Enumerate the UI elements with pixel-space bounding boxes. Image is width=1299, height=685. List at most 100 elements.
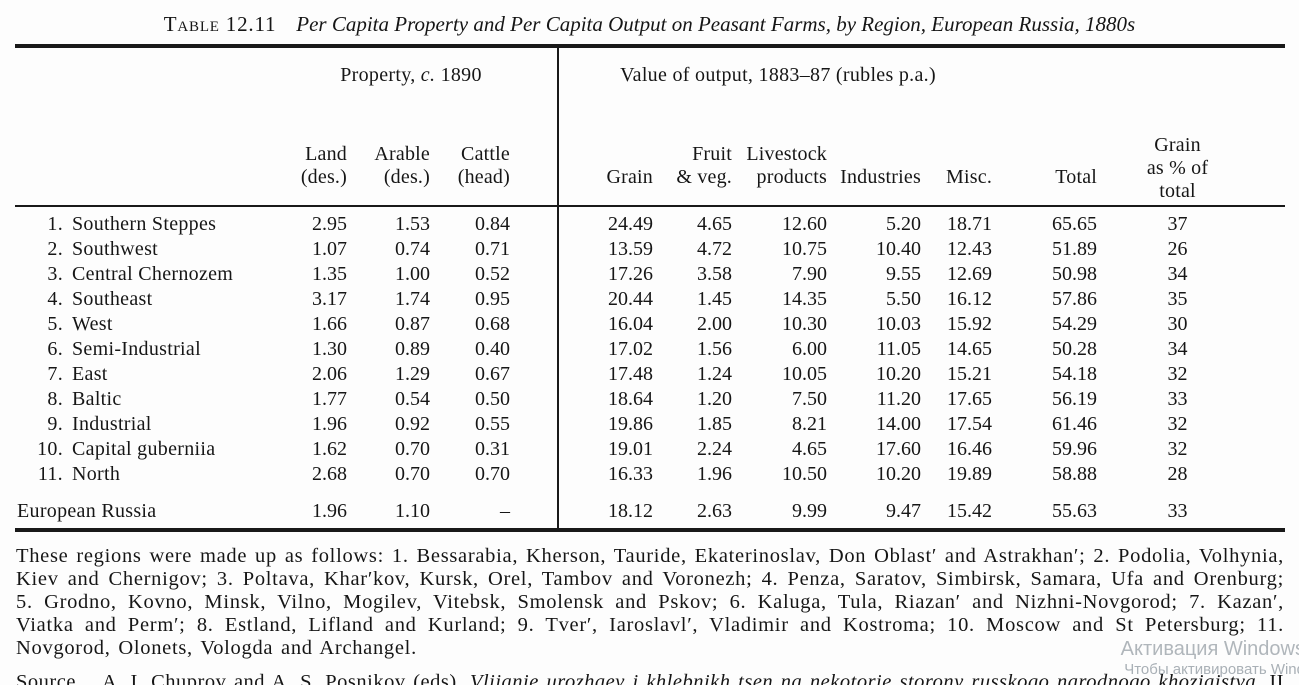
region-name: Central Chernozem [72,263,234,285]
cell: 19.86 [557,412,658,437]
cell: 1.24 [697,363,732,385]
cell: 14.35 [782,288,827,310]
cell: 0.74 [395,238,430,260]
cell: 1.20 [697,388,732,410]
table-number: Table 12.11 [163,12,277,36]
cell: 17.65 [947,388,993,410]
row-number: 2. [47,238,63,260]
table-row: 2. Southwest 1.07 0.74 0.71 13.59 4.72 10… [15,237,1285,262]
cell: 0.84 [475,213,510,235]
cell: 59.96 [1052,438,1098,460]
property-group-header: Property, c. 1890 [265,46,558,102]
cell: 0.71 [475,238,510,260]
col-header-land: Land (des.) [265,102,352,207]
source-note: Source A. I. Chuprov and A. S. Posnikov (… [16,671,1284,685]
source-authors: A. I. Chuprov and A. S. Posnikov (eds), [101,671,470,685]
col-header-livestock: Livestock products [737,102,832,207]
cell: 9.47 [886,500,921,522]
table-title-text: Per Capita Property and Per Capita Outpu… [296,12,1136,36]
cell: 35 [1167,288,1188,310]
cell: 50.28 [1052,338,1098,360]
cell: 15.42 [947,500,993,522]
property-circa: c. [420,63,436,86]
region-cell: European Russia [15,487,265,530]
row-number: 7. [47,363,63,385]
cell: 20.44 [557,287,658,312]
region-cell: 1. Southern Steppes [15,206,265,237]
cell: 55.63 [1052,500,1098,522]
cell: 1.74 [395,288,430,310]
row-number: 8. [47,388,63,410]
empty-cell [997,46,1285,102]
cell: 18.64 [557,387,658,412]
cell: 12.69 [947,263,993,285]
cell: 2.63 [697,500,732,522]
cell: 2.24 [697,438,732,460]
table-row: 9. Industrial 1.96 0.92 0.55 19.86 1.85 8… [15,412,1285,437]
region-cell: 4. Southeast [15,287,265,312]
cell: 19.89 [947,463,993,485]
cell: 33 [1167,500,1188,522]
cell: 2.95 [312,213,347,235]
cell: 6.00 [792,338,827,360]
row-number: 1. [47,213,63,235]
cell: 0.70 [395,438,430,460]
cell: 34 [1167,338,1188,360]
region-cell: 8. Baltic [15,387,265,412]
cell: 58.88 [1052,463,1098,485]
property-label: Property, [340,63,421,86]
cell: 56.19 [1052,388,1098,410]
cell: 3.58 [697,263,732,285]
cell: 8.21 [792,413,827,435]
cell: 0.40 [475,338,510,360]
table-title: Table 12.11 Per Capita Property and Per C… [0,0,1299,37]
cell: 4.72 [697,238,732,260]
cell: 1.77 [312,388,347,410]
table-row: 4. Southeast 3.17 1.74 0.95 20.44 1.45 14… [15,287,1285,312]
cell: 30 [1167,313,1188,335]
cell: 1.96 [697,463,732,485]
cell: 9.55 [886,263,921,285]
cell: 1.96 [312,500,347,522]
regions-footnote: These regions were made up as follows: 1… [16,545,1284,659]
cell: 10.20 [876,363,921,385]
col-header-fruit-veg: Fruit & veg. [658,102,737,207]
region-name: East [72,363,108,385]
cell: 18.71 [947,213,993,235]
row-number: 9. [47,413,63,435]
cell: 7.50 [792,388,827,410]
cell: 0.87 [395,313,430,335]
cell: 10.20 [876,463,921,485]
row-number: 4. [47,288,63,310]
cell: 65.65 [1052,213,1098,235]
col-header-misc: Misc. [926,102,998,207]
cell: 0.50 [475,388,510,410]
table-row: 1. Southern Steppes 2.95 1.53 0.84 24.49 … [15,206,1285,237]
region-cell: 6. Semi-Industrial [15,337,265,362]
row-number: 3. [47,263,63,285]
cell: 57.86 [1052,288,1098,310]
cell: 1.29 [395,363,430,385]
table-row: 8. Baltic 1.77 0.54 0.50 18.64 1.20 7.50 … [15,387,1285,412]
cell: 51.89 [1052,238,1098,260]
cell: 28 [1167,463,1188,485]
column-header-row: Land (des.) Arable (des.) Cattle (head) … [15,102,1286,207]
cell: 26 [1167,238,1188,260]
col-header-grain: Grain [557,102,658,207]
cell: 11.20 [876,388,921,410]
cell: 9.99 [792,500,827,522]
cell: 3.17 [312,288,347,310]
source-work-title: Vliianie urozhaev i khlebnikh tsen na ne… [469,671,1257,685]
cell: 17.48 [557,362,658,387]
col-header-total: Total [997,102,1103,207]
region-name: Capital guberniia [72,438,216,460]
property-year: 1890 [435,63,482,86]
cell: 2.00 [697,313,732,335]
source-citation-details: , II (St P., 1897), pp. 14, 20–4, and 36… [1256,671,1285,685]
cell: 18.12 [557,487,658,530]
col-header-industries: Industries [832,102,926,207]
cell: 1.30 [312,338,347,360]
cell: 10.75 [782,238,827,260]
cell: 0.95 [475,288,510,310]
region-cell: 9. Industrial [15,412,265,437]
